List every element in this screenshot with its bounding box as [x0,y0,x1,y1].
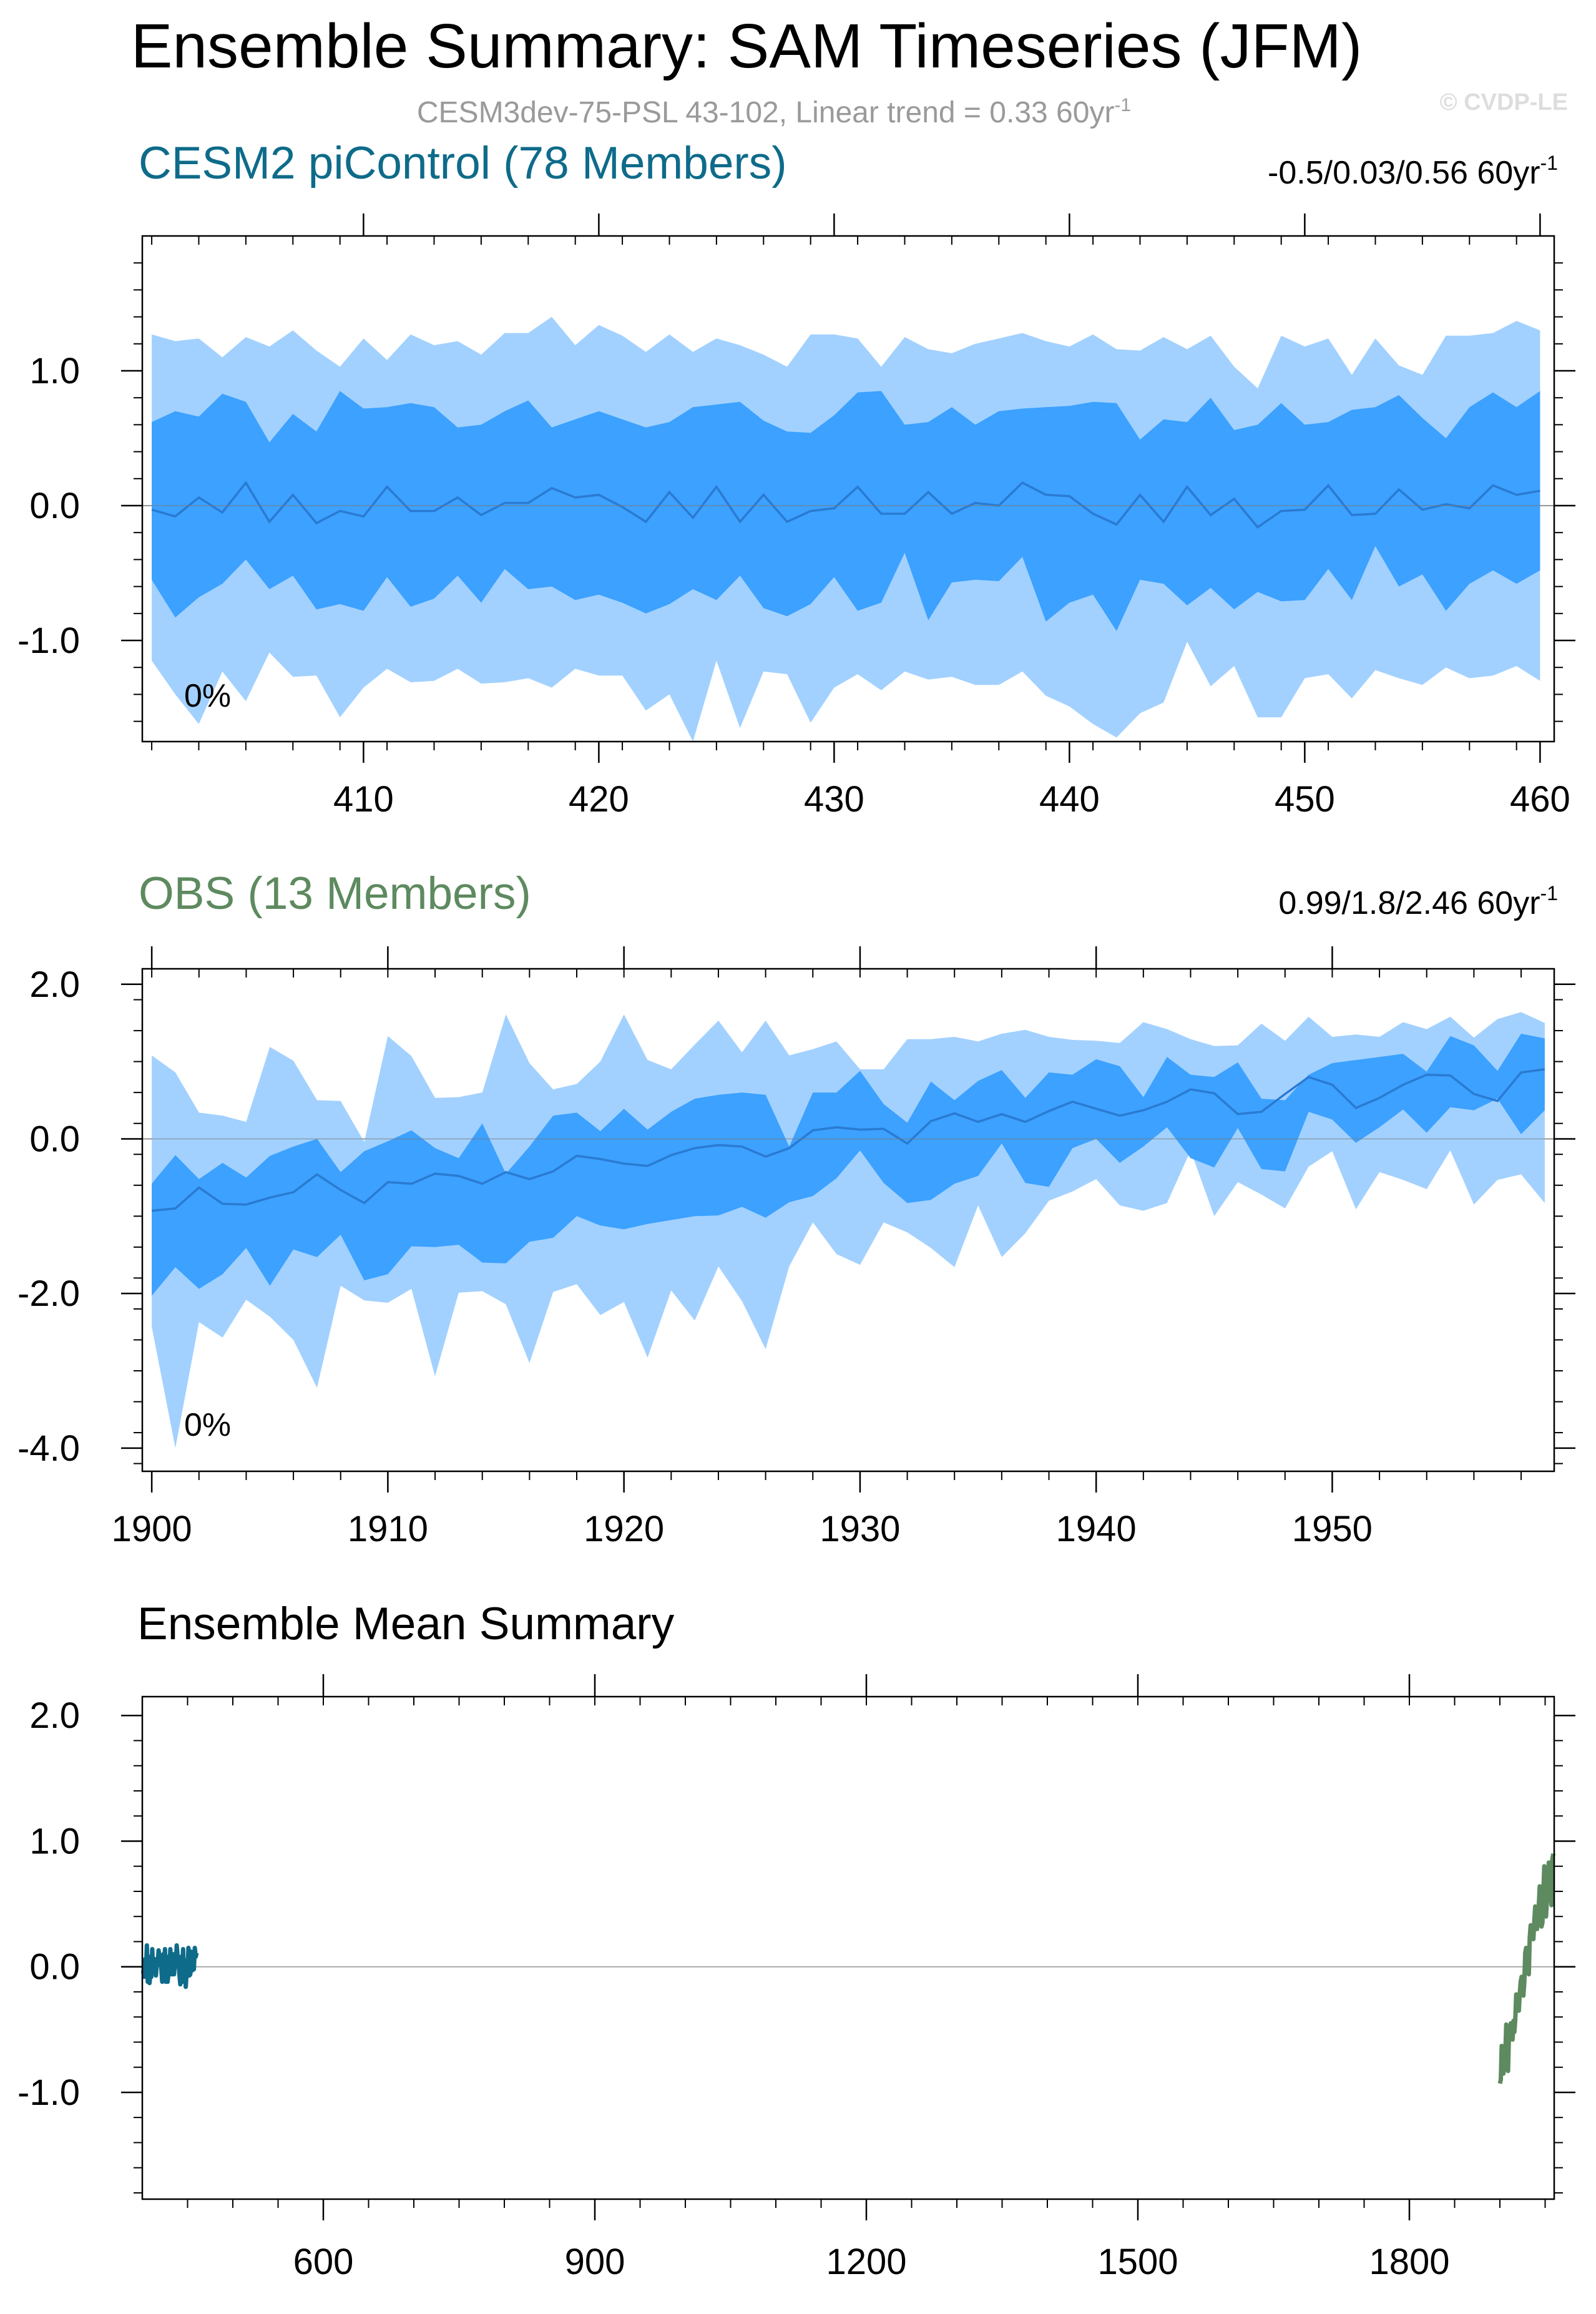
x-tick-label: 1950 [1292,1509,1373,1549]
y-tick-label: -1.0 [17,2072,80,2113]
plot-area-cesm2: 410 420 430 440 450 460 1.0 0.0 -1.0 [17,213,1575,820]
panel-obs: OBS (13 Members) 0.99/1.8/2.46 60yr-1 19… [17,868,1575,1549]
percent-label-cesm2: 0% [184,678,231,714]
x-tick-label: 1910 [348,1509,428,1549]
trend-stat-superscript: -1 [1540,152,1558,174]
plot-frame [141,1695,1555,2200]
x-tick-label: 440 [1039,779,1100,820]
trend-stat-text: 0.99/1.8/2.46 60yr [1278,885,1540,921]
percent-label-obs: 0% [184,1407,231,1443]
subtitle-text: CESM3dev-75-PSL 43-102, Linear trend = 0… [417,96,1115,129]
y-tick-label: 1.0 [29,1821,80,1861]
watermark: © CVDP-LE [1440,89,1568,115]
band-p25-p75 [152,391,1540,631]
subtitle-superscript: -1 [1114,95,1131,115]
panel-title-ensemble-mean: Ensemble Mean Summary [137,1599,675,1649]
y-tick-label: -1.0 [17,620,80,661]
y-tick-label: -2.0 [17,1273,80,1314]
series-line-cesm2-picontrol [140,1943,199,1989]
series-line-obs [1497,1853,1556,2084]
trend-stat-superscript: -1 [1540,882,1558,905]
trend-stat-cesm2: -0.5/0.03/0.56 60yr-1 [1268,152,1558,191]
x-tick-label: 1200 [826,2242,906,2282]
x-tick-label: 1930 [820,1509,900,1549]
panel-cesm2-picontrol: CESM2 piControl (78 Members) -0.5/0.03/0… [17,138,1575,820]
x-tick-label: 1500 [1097,2242,1178,2282]
y-tick-label: 2.0 [29,964,80,1005]
band-p25-p75 [152,1034,1545,1296]
panel-ensemble-mean-summary: Ensemble Mean Summary 600 900 1200 1500 1800… [17,1599,1575,2282]
plot-area-obs: 1900 1910 1920 1930 1940 1950 2.0 0.0 -2.0 -4.0 [17,946,1575,1549]
plot-frame [141,235,1555,743]
panel-title-obs: OBS (13 Members) [139,868,531,919]
y-tick-label: -4.0 [17,1428,80,1469]
x-tick-label: 600 [293,2242,354,2282]
y-tick-label: 2.0 [29,1695,80,1736]
figure-title: Ensemble Summary: SAM Timeseries (JFM) [131,11,1363,81]
trend-stat-obs: 0.99/1.8/2.46 60yr-1 [1278,882,1558,921]
trend-stat-text: -0.5/0.03/0.56 60yr [1268,155,1540,191]
y-tick-label: 0.0 [29,1119,80,1159]
plot-frame [141,968,1555,1473]
plot-area-ensemble-mean: 600 900 1200 1500 1800 2.0 1.0 0.0 -1.0 [17,1674,1575,2282]
series-line-mean [151,1068,1545,1212]
x-tick-label: 1900 [112,1509,192,1549]
y-tick-label: 0.0 [29,486,80,526]
x-tick-label: 900 [565,2242,625,2282]
x-tick-label: 460 [1510,779,1570,820]
x-tick-label: 430 [804,779,864,820]
x-tick-label: 410 [333,779,394,820]
y-tick-label: 1.0 [29,351,80,391]
x-tick-label: 420 [569,779,629,820]
x-tick-label: 450 [1275,779,1335,820]
figure-subtitle: CESM3dev-75-PSL 43-102, Linear trend = 0… [417,95,1131,129]
panel-title-cesm2: CESM2 piControl (78 Members) [139,138,787,189]
x-tick-label: 1940 [1056,1509,1137,1549]
x-tick-label: 1800 [1369,2242,1449,2282]
y-tick-label: 0.0 [29,1947,80,1988]
x-tick-label: 1920 [584,1509,664,1549]
